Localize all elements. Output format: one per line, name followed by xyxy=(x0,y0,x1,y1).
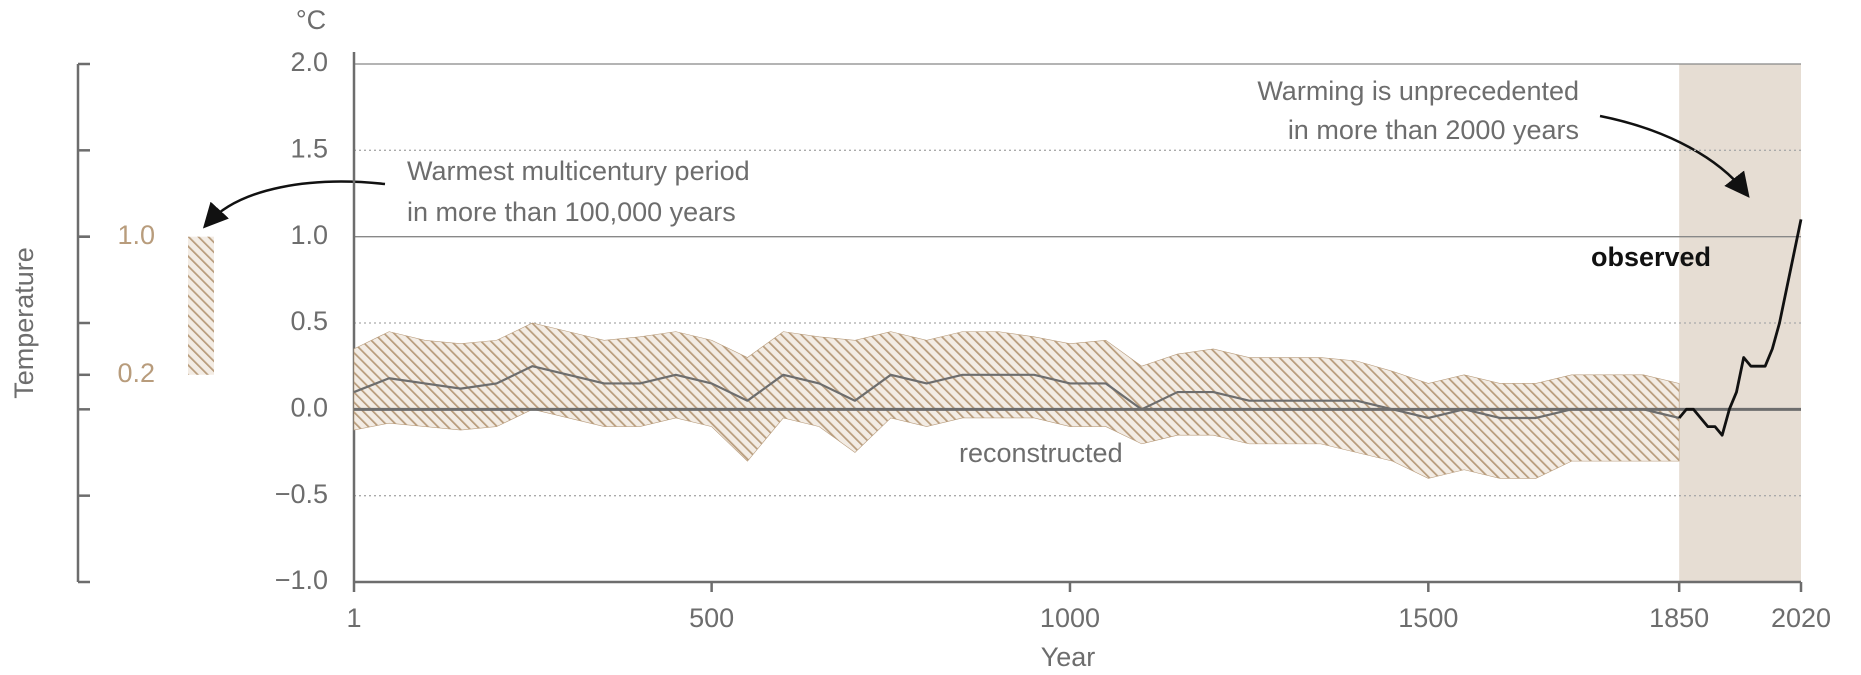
y-tick-label: 1.5 xyxy=(290,133,328,163)
range-label: 0.2 xyxy=(117,358,155,388)
series-line xyxy=(1678,219,1803,437)
range-bar xyxy=(188,236,214,375)
y-tick-label: 1.0 xyxy=(290,220,328,250)
left-y-label: Temperature xyxy=(9,247,39,399)
annotation-right-2: in more than 2000 years xyxy=(1288,115,1579,145)
annotation-left-2: in more than 100,000 years xyxy=(407,197,736,227)
x-axis-label: Year xyxy=(1041,642,1096,672)
range-label: 1.0 xyxy=(117,220,155,250)
x-tick-label: 500 xyxy=(689,603,734,633)
series-label: observed xyxy=(1591,242,1711,272)
x-tick-label: 1000 xyxy=(1040,603,1100,633)
x-tick-label: 1850 xyxy=(1649,603,1709,633)
series-label: reconstructed xyxy=(959,438,1123,468)
series-line xyxy=(353,365,1680,420)
x-tick-label: 1500 xyxy=(1398,603,1458,633)
arrow xyxy=(1599,114,1750,198)
y-tick-label: −0.5 xyxy=(275,479,328,509)
uncertainty-band xyxy=(353,322,1680,479)
y-unit: °C xyxy=(296,5,326,35)
arrow xyxy=(202,180,386,229)
y-tick-label: 0.5 xyxy=(290,306,328,336)
x-tick-label: 1 xyxy=(346,603,361,633)
annotation-left-1: Warmest multicentury period xyxy=(407,156,750,186)
annotation-right-1: Warming is unprecedented xyxy=(1257,76,1579,106)
y-tick-label: −1.0 xyxy=(275,565,328,595)
y-tick-label: 2.0 xyxy=(290,47,328,77)
y-tick-label: 0.0 xyxy=(290,392,328,422)
x-tick-label: 2020 xyxy=(1771,603,1831,633)
